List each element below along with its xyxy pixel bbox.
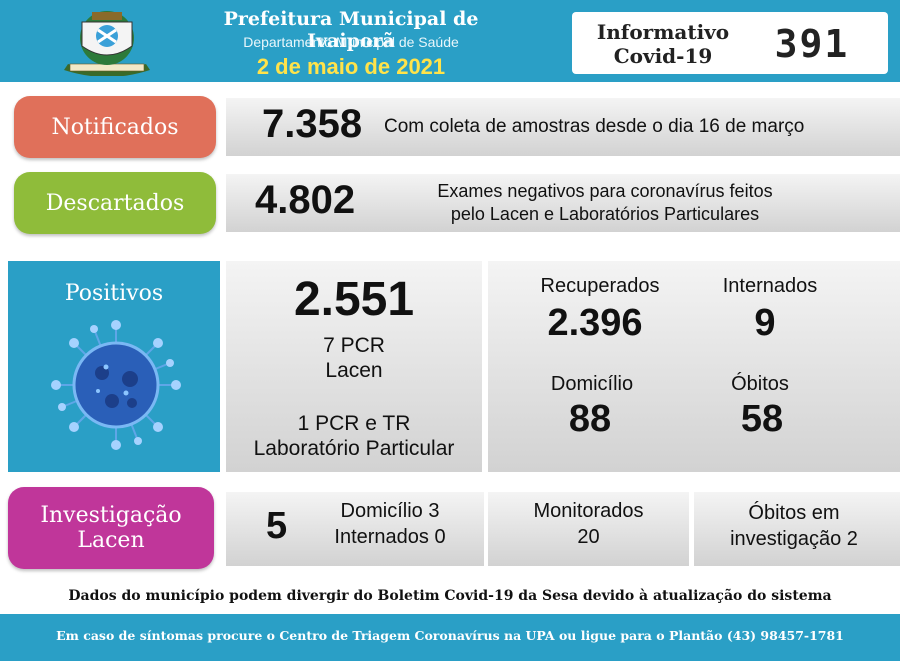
notificados-label-pill: Notificados bbox=[14, 96, 216, 158]
positivos-pcr-line1: 7 PCR bbox=[323, 334, 385, 357]
domicilio-label: Domicílio bbox=[550, 373, 634, 395]
bulletin-label-line2: Covid-19 bbox=[613, 44, 713, 68]
positivos-label-panel: Positivos bbox=[8, 261, 220, 472]
investigacao-total-panel bbox=[226, 492, 484, 566]
positivos-pcr-line2: Lacen bbox=[325, 359, 383, 382]
investigacao-label-pill: Investigação Lacen bbox=[8, 487, 214, 569]
investigacao-internados: Internados 0 bbox=[334, 526, 446, 548]
monitorados-label: Monitorados bbox=[533, 500, 644, 522]
contact-info: Em caso de síntomas procure o Centro de … bbox=[56, 628, 844, 643]
investigacao-breakdown: Domicílio 3 Internados 0 bbox=[320, 498, 460, 550]
descartados-description-line1: Exames negativos para coronavírus feitos bbox=[437, 181, 773, 201]
bulletin-info-box: Informativo Covid-19 391 bbox=[572, 12, 888, 74]
positivos-pcr-lacen: 7 PCR Lacen bbox=[226, 333, 482, 383]
bulletin-label-line1: Informativo bbox=[596, 20, 730, 44]
positivos-label: Positivos bbox=[64, 281, 164, 306]
notificados-panel bbox=[226, 98, 900, 156]
descartados-value: 4.802 bbox=[255, 178, 356, 222]
municipal-seal-icon bbox=[64, 11, 150, 76]
notificados-value: 7.358 bbox=[262, 102, 363, 146]
domicilio-value: 88 bbox=[568, 398, 612, 440]
positivos-status-panel bbox=[488, 261, 900, 472]
investigacao-value: 5 bbox=[266, 505, 288, 547]
descartados-label-pill: Descartados bbox=[14, 172, 216, 234]
monitorados-value: 20 bbox=[577, 526, 600, 548]
positivos-laboratorio-particular: 1 PCR e TR Laboratório Particular bbox=[226, 411, 482, 461]
bulletin-number: 391 bbox=[774, 22, 850, 66]
obitos-investigacao-line1: Óbitos em bbox=[748, 502, 840, 524]
notificados-label: Notificados bbox=[51, 114, 179, 140]
recuperados-label: Recuperados bbox=[540, 275, 660, 297]
bulletin-label: Informativo Covid-19 bbox=[588, 20, 738, 68]
positivos-total-panel bbox=[226, 261, 482, 472]
monitorados-block: Monitorados 20 bbox=[488, 498, 689, 550]
internados-value: 9 bbox=[754, 302, 776, 344]
positivos-particular-line1: 1 PCR e TR bbox=[297, 412, 411, 435]
investigacao-label-line1: Investigação bbox=[40, 503, 182, 528]
descartados-label: Descartados bbox=[45, 190, 185, 216]
recuperados-value: 2.396 bbox=[547, 302, 643, 344]
internados-label: Internados bbox=[722, 275, 818, 297]
obitos-investigacao-panel bbox=[694, 492, 900, 566]
obitos-label: Óbitos bbox=[731, 373, 789, 395]
descartados-description-line2: pelo Lacen e Laboratórios Particulares bbox=[450, 204, 760, 224]
bulletin-date: 2 de maio de 2021 bbox=[256, 54, 446, 79]
obitos-value: 58 bbox=[740, 398, 784, 440]
footer-bar: Em caso de síntomas procure o Centro de … bbox=[0, 614, 900, 661]
obitos-investigacao-line2: investigação 2 bbox=[730, 528, 858, 550]
monitorados-panel bbox=[488, 492, 689, 566]
department-subtitle: Departamento Municipal de Saúde bbox=[243, 34, 459, 50]
descartados-panel bbox=[226, 174, 900, 232]
notificados-description: Com coleta de amostras desde o dia 16 de… bbox=[384, 116, 805, 137]
obitos-investigacao-block: Óbitos em investigação 2 bbox=[694, 500, 894, 552]
positivos-value: 2.551 bbox=[293, 273, 415, 326]
municipality-title: Prefeitura Municipal de Ivaiporã bbox=[223, 8, 479, 52]
descartados-description: Exames negativos para coronavírus feitos… bbox=[400, 180, 810, 226]
header-bar: Prefeitura Municipal de Ivaiporã Departa… bbox=[0, 0, 900, 82]
positivos-particular-line2: Laboratório Particular bbox=[253, 437, 455, 460]
investigacao-domicilio: Domicílio 3 bbox=[340, 500, 440, 522]
investigacao-label-line2: Lacen bbox=[77, 528, 145, 553]
disclaimer-note: Dados do município podem divergir do Bol… bbox=[68, 588, 832, 604]
coronavirus-icon bbox=[51, 320, 181, 450]
